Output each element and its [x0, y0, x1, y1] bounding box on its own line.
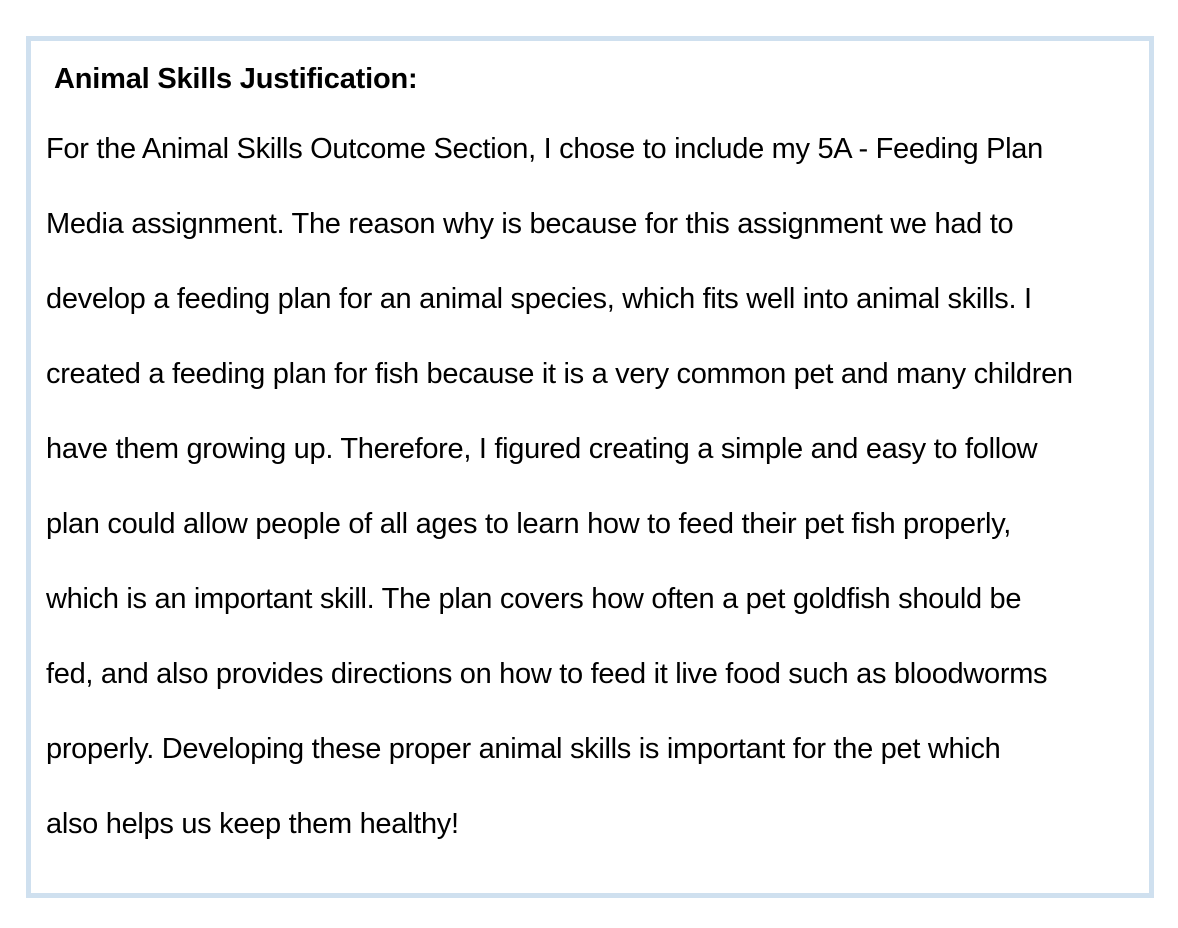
paragraph-line: plan could allow people of all ages to l… — [46, 508, 1012, 540]
paragraph-line: created a feeding plan for fish because … — [46, 358, 1073, 390]
paragraph-line: have them growing up. Therefore, I figur… — [46, 433, 1038, 465]
paragraph-line: fed, and also provides directions on how… — [46, 658, 1048, 690]
section-heading: Animal Skills Justification: — [54, 63, 418, 95]
paragraph-line: which is an important skill. The plan co… — [46, 583, 1022, 615]
paragraph-line: Media assignment. The reason why is beca… — [46, 208, 1014, 240]
justification-paragraph: For the Animal Skills Outcome Section, I… — [46, 129, 1073, 879]
paragraph-line: also helps us keep them healthy! — [46, 808, 459, 840]
paragraph-line: properly. Developing these proper animal… — [46, 733, 1001, 765]
paragraph-line: For the Animal Skills Outcome Section, I… — [46, 133, 1043, 165]
justification-card: Animal Skills Justification: For the Ani… — [26, 36, 1154, 898]
paragraph-line: develop a feeding plan for an animal spe… — [46, 283, 1032, 315]
